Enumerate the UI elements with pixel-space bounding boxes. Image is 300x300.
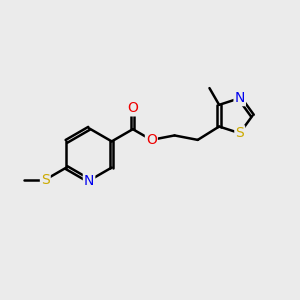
Text: O: O — [128, 101, 138, 116]
Text: N: N — [84, 174, 94, 188]
Text: S: S — [41, 173, 50, 187]
Text: S: S — [236, 126, 244, 140]
Text: O: O — [146, 133, 157, 147]
Text: N: N — [235, 91, 245, 105]
